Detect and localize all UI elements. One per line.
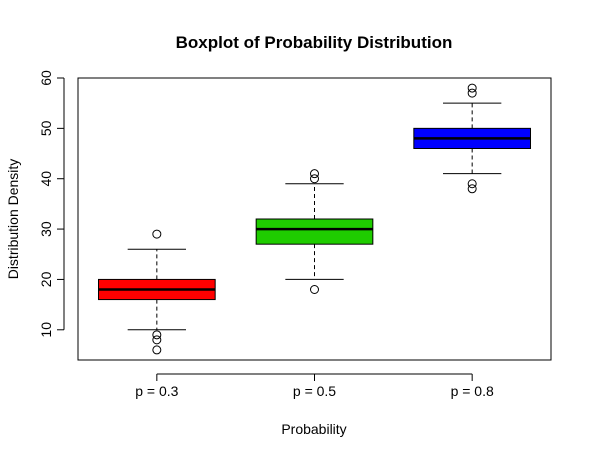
plot-frame — [77, 77, 552, 361]
y-tick-label: 60 — [38, 70, 54, 86]
x-tick-label: p = 0.5 — [293, 383, 336, 399]
outlier-point — [152, 345, 162, 355]
x-tick-label: p = 0.3 — [135, 383, 178, 399]
y-tick-label: 50 — [38, 120, 54, 136]
y-axis-label: Distribution Density — [5, 159, 21, 280]
outlier-point — [467, 83, 477, 93]
outlier-point — [310, 174, 319, 184]
boxes-group — [97, 83, 532, 355]
box-body — [255, 218, 374, 245]
y-tick-label: 40 — [38, 171, 54, 187]
outlier-point — [310, 285, 319, 294]
box-1 — [97, 229, 216, 355]
outlier-point — [310, 169, 319, 179]
y-tick-label: 20 — [38, 271, 54, 287]
box-3 — [413, 83, 532, 194]
y-tick-label: 10 — [38, 322, 54, 338]
x-tick-label: p = 0.8 — [451, 383, 494, 399]
outlier-point — [467, 88, 477, 98]
y-tick-label: 30 — [38, 221, 54, 237]
outlier-point — [152, 330, 162, 340]
x-axis: p = 0.3 p = 0.5 p = 0.8 — [135, 373, 494, 399]
outlier-point — [467, 184, 477, 194]
box-2 — [255, 169, 374, 294]
outlier-point — [467, 179, 477, 189]
chart-title: Boxplot of Probability Distribution — [176, 33, 453, 52]
outlier-point — [152, 229, 162, 239]
x-axis-label: Probability — [281, 421, 346, 437]
y-axis: 10 20 30 40 50 60 — [38, 70, 65, 338]
outlier-point — [152, 335, 162, 345]
